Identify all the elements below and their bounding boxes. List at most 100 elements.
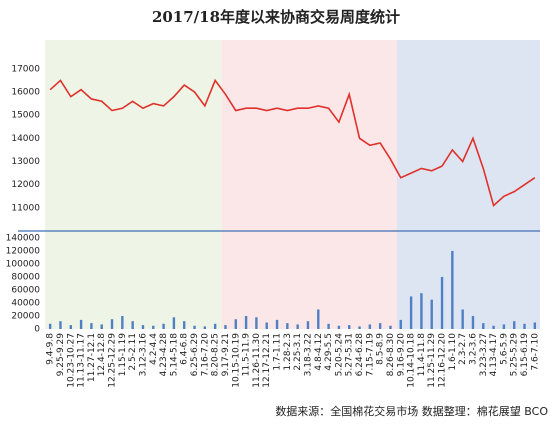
y-tick-label: 13000 [11, 157, 40, 167]
bar [523, 323, 526, 329]
y-tick-label: 14000 [11, 134, 40, 144]
bar [193, 325, 196, 329]
x-tick-label: 5.6-5.9 [499, 333, 509, 365]
bar [79, 319, 83, 329]
bar [152, 325, 155, 329]
y-tick-label: 40000 [11, 298, 40, 308]
bar [409, 296, 413, 329]
x-tick-label: 10.15-10.19 [231, 333, 241, 388]
y-tick-label: 12000 [11, 180, 40, 190]
x-tick-label: 9.17-9.21 [221, 333, 231, 376]
y-tick-label: 100000 [6, 259, 41, 269]
y-tick-label: 0 [34, 325, 40, 335]
bar [100, 324, 103, 329]
x-tick-label: 9.4-9.8 [46, 333, 56, 365]
y-tick-label: 20000 [11, 311, 40, 321]
bar [69, 325, 72, 329]
bar [430, 299, 433, 329]
bar [317, 309, 320, 329]
x-tick-label: 10.23-10.27 [66, 333, 76, 388]
bar [378, 323, 382, 329]
bar [48, 323, 52, 329]
x-tick-label: 10.14-10.18 [407, 333, 417, 388]
bar [255, 317, 258, 329]
y-tick-label: 15000 [11, 111, 40, 121]
x-tick-label: 1.6-1.10 [448, 333, 458, 371]
x-tick-label: 9.16-9.20 [396, 333, 406, 377]
x-tick-label: 6.25-6.29 [190, 333, 200, 377]
x-tick-label: 8.20-8.25 [211, 333, 221, 376]
bar [131, 321, 134, 329]
bar [141, 325, 145, 329]
x-tick-label: 3.12-3.16 [138, 333, 148, 377]
x-tick-label: 3.18-3.22 [303, 333, 313, 376]
y-tick-label: 17000 [11, 64, 40, 74]
bar [358, 326, 361, 329]
x-tick-label: 11.26-11.30 [252, 333, 262, 388]
x-tick-label: 3.23-3.27 [479, 333, 489, 376]
bar [275, 319, 279, 329]
y-tick-label: 120000 [6, 246, 41, 256]
x-tick-label: 11.27-12.1 [87, 333, 97, 382]
x-tick-label: 8.5-8.9 [376, 333, 386, 365]
x-tick-label: 12.25-12.29 [108, 333, 118, 388]
bar [203, 326, 207, 329]
bar [348, 325, 351, 329]
bar [296, 324, 299, 329]
bar [59, 321, 62, 329]
chart-title: 2017/18年度以来协商交易周度统计 [152, 8, 400, 26]
x-tick-label: 2.3-2.7 [458, 333, 468, 365]
bar [121, 315, 124, 329]
bar [110, 319, 114, 329]
y-tick-label: 80000 [11, 272, 40, 282]
bar [244, 315, 248, 329]
x-tick-label: 12.4-12.8 [97, 333, 107, 377]
x-tick-label: 6.4-6.8 [180, 333, 190, 365]
bar [502, 324, 506, 329]
x-tick-label: 6.15-6.19 [520, 333, 530, 377]
x-tick-label: 2.5-2.11 [128, 333, 138, 371]
x-tick-label: 7.15-7.19 [365, 333, 375, 377]
x-tick-label: 4.23-4.28 [159, 333, 169, 377]
bar [461, 309, 464, 329]
source-note: 数据来源：全国棉花交易市场 数据整理：棉花展望 BCO [275, 404, 548, 418]
y-tick-label: 16000 [11, 88, 40, 98]
bar [533, 322, 537, 329]
bar [420, 293, 423, 329]
x-tick-label: 11.13-11.17 [77, 333, 87, 388]
y-tick-label: 60000 [11, 285, 40, 295]
x-tick-label: 7.6-7.10 [530, 333, 540, 371]
bar [172, 317, 176, 329]
x-tick-label: 5.25-5.29 [510, 333, 520, 377]
y-tick-label: 11000 [11, 203, 40, 213]
bar [306, 321, 310, 329]
bar [389, 325, 392, 329]
x-tick-label: 11.25-11.29 [427, 333, 437, 388]
x-tick-label: 4.8-4.12 [314, 333, 324, 371]
bar [368, 324, 372, 329]
season-band [45, 40, 222, 329]
x-tick-label: 1.28-2.3 [283, 333, 293, 371]
x-tick-label: 5.27-5.31 [345, 333, 355, 376]
bar [224, 325, 227, 329]
x-tick-label: 11.4-11.8 [417, 333, 427, 377]
x-tick-label: 5.20-5.24 [334, 333, 344, 377]
x-tick-label: 6.24-6.28 [355, 333, 365, 377]
x-tick-label: 12.16-12.20 [438, 333, 448, 388]
bar [492, 325, 495, 329]
x-tick-label: 5.14-5.18 [169, 333, 179, 377]
bar [337, 325, 341, 329]
x-tick-label: 11.5-11.9 [242, 333, 252, 377]
bar [213, 323, 217, 329]
price-line [49, 78, 536, 207]
bar [440, 276, 444, 329]
bar [482, 323, 485, 329]
bar [162, 323, 165, 329]
bar [234, 319, 237, 329]
bar [471, 315, 475, 329]
bar [399, 319, 402, 329]
x-tick-label: 1.15-1.19 [118, 333, 128, 377]
x-tick-label: 9.25-9.29 [56, 333, 66, 377]
season-band [222, 40, 397, 329]
